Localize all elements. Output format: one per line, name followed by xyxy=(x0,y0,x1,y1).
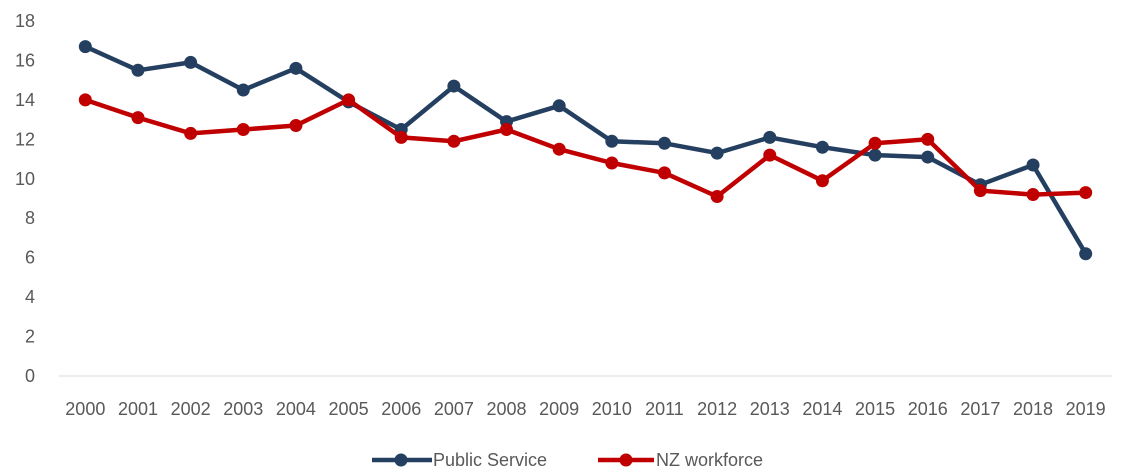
data-point-nz-workforce xyxy=(1079,186,1093,200)
x-tick-label: 2013 xyxy=(750,399,790,419)
data-point-nz-workforce xyxy=(236,122,250,136)
y-tick-label: 16 xyxy=(15,50,35,70)
y-tick-label: 6 xyxy=(25,248,35,268)
data-point-nz-workforce xyxy=(763,148,777,162)
legend: Public Service NZ workforce xyxy=(372,450,763,468)
data-point-nz-workforce xyxy=(131,111,145,125)
legend-item-nz-workforce: NZ workforce xyxy=(598,450,763,468)
y-tick-label: 0 xyxy=(25,366,35,386)
legend-item-public-service: Public Service xyxy=(372,450,547,468)
x-tick-label: 2012 xyxy=(697,399,737,419)
data-point-public-service xyxy=(289,61,303,75)
x-tick-label: 2006 xyxy=(381,399,421,419)
data-point-nz-workforce xyxy=(394,130,408,144)
data-point-nz-workforce xyxy=(868,136,882,150)
data-point-public-service xyxy=(236,83,250,97)
series-layer xyxy=(78,40,1093,261)
y-tick-label: 12 xyxy=(15,129,35,149)
data-point-nz-workforce xyxy=(1026,188,1040,202)
data-point-nz-workforce xyxy=(552,142,566,156)
x-tick-label: 2011 xyxy=(645,399,684,419)
x-tick-label: 2014 xyxy=(802,399,842,419)
data-point-public-service xyxy=(78,40,92,54)
data-point-public-service xyxy=(868,148,882,162)
x-tick-label: 2015 xyxy=(855,399,895,419)
data-point-public-service xyxy=(657,136,671,150)
data-point-nz-workforce xyxy=(710,190,724,204)
data-point-nz-workforce xyxy=(605,156,619,170)
data-point-nz-workforce xyxy=(78,93,92,107)
x-axis: 2000 2001 2002 2003 2004 2005 2006 2007 2008 2009… xyxy=(65,399,1105,419)
data-point-public-service xyxy=(131,63,145,77)
data-point-public-service xyxy=(605,134,619,148)
y-tick-label: 4 xyxy=(25,287,35,307)
x-tick-label: 2019 xyxy=(1066,399,1106,419)
data-point-nz-workforce xyxy=(289,119,303,133)
series-line-nz-workforce xyxy=(83,97,1088,199)
x-tick-label: 2018 xyxy=(1013,399,1053,419)
y-axis: 0 2 4 6 8 10 12 14 16 18 xyxy=(15,11,35,386)
data-point-nz-workforce xyxy=(657,166,671,180)
data-point-nz-workforce xyxy=(973,184,987,198)
data-point-nz-workforce xyxy=(921,132,935,146)
data-point-public-service xyxy=(1079,247,1093,261)
series-line-public-service xyxy=(83,44,1088,256)
legend-marker-public-service xyxy=(394,453,408,467)
data-point-nz-workforce xyxy=(342,93,356,107)
data-point-nz-workforce xyxy=(184,126,198,140)
legend-label-public-service: Public Service xyxy=(433,450,547,468)
x-tick-label: 2016 xyxy=(908,399,948,419)
data-point-nz-workforce xyxy=(815,174,829,188)
data-point-nz-workforce xyxy=(500,122,514,136)
y-tick-label: 2 xyxy=(25,327,35,347)
series-nz-workforce xyxy=(78,93,1093,204)
y-tick-label: 8 xyxy=(25,208,35,228)
x-tick-label: 2017 xyxy=(960,399,1000,419)
x-tick-label: 2008 xyxy=(487,399,527,419)
data-point-public-service xyxy=(710,146,724,160)
data-point-public-service xyxy=(447,79,461,93)
data-point-public-service xyxy=(1026,158,1040,172)
data-point-public-service xyxy=(763,130,777,144)
data-point-public-service xyxy=(921,150,935,164)
x-tick-label: 2005 xyxy=(329,399,369,419)
y-tick-label: 14 xyxy=(15,90,35,110)
x-tick-label: 2003 xyxy=(223,399,263,419)
data-point-public-service xyxy=(815,140,829,154)
legend-label-nz-workforce: NZ workforce xyxy=(656,450,763,468)
x-tick-label: 2002 xyxy=(171,399,211,419)
x-tick-label: 2007 xyxy=(434,399,474,419)
y-tick-label: 10 xyxy=(15,169,35,189)
x-tick-label: 2001 xyxy=(118,399,158,419)
data-point-public-service xyxy=(184,55,198,69)
legend-marker-nz-workforce xyxy=(619,453,633,467)
x-tick-label: 2004 xyxy=(276,399,316,419)
x-tick-label: 2010 xyxy=(592,399,632,419)
data-point-public-service xyxy=(552,99,566,113)
x-tick-label: 2000 xyxy=(65,399,105,419)
y-tick-label: 18 xyxy=(15,11,35,31)
x-tick-label: 2009 xyxy=(539,399,579,419)
data-point-nz-workforce xyxy=(447,134,461,148)
